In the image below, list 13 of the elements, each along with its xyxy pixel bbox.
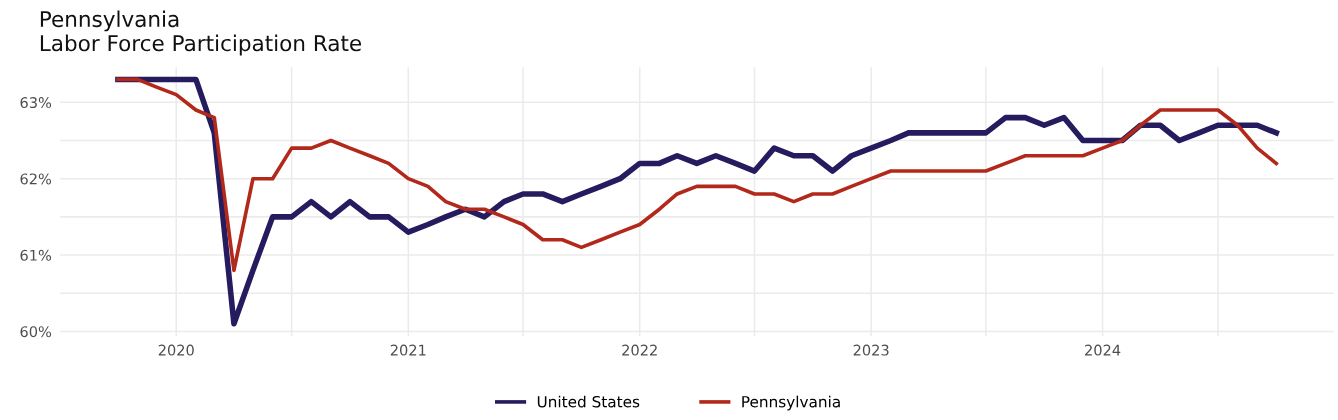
x-tick-label: 2024 bbox=[1085, 344, 1121, 356]
chart-title: Pennsylvania Labor Force Participation Rate bbox=[40, 10, 362, 56]
x-tick-label: 2023 bbox=[853, 344, 889, 356]
legend-label: United States bbox=[537, 395, 640, 408]
y-tick-label: 62% bbox=[20, 173, 52, 185]
y-tick-label: 61% bbox=[20, 249, 52, 261]
y-tick-label: 60% bbox=[20, 326, 52, 338]
legend-label: Pennsylvania bbox=[742, 395, 840, 411]
x-tick-label: 2022 bbox=[622, 344, 657, 356]
y-tick-label: 63% bbox=[20, 97, 52, 109]
line-series bbox=[116, 77, 1279, 273]
x-tick-label: 2020 bbox=[158, 344, 194, 356]
x-tick-label: 2021 bbox=[390, 344, 426, 356]
